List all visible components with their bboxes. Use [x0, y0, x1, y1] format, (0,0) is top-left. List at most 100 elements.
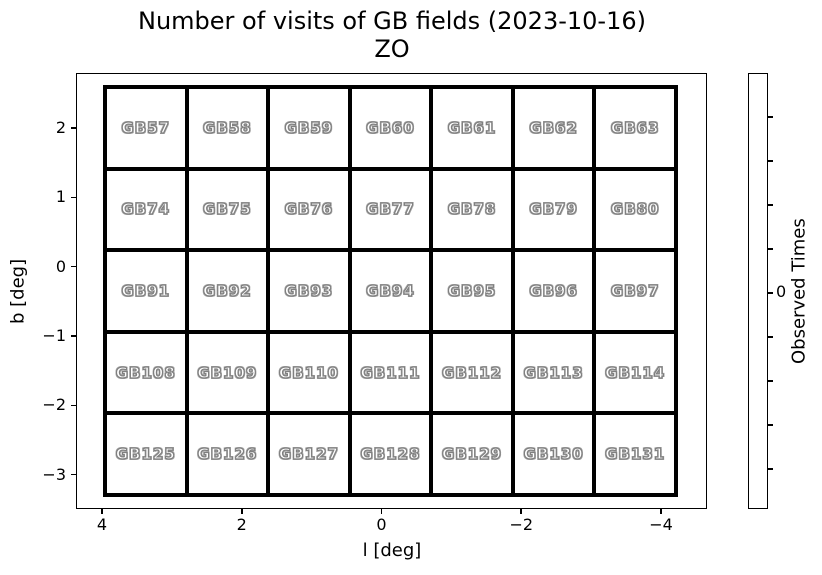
field-cell: GB78: [431, 168, 513, 251]
field-cell: GB112: [431, 331, 513, 414]
y-tick: [71, 196, 76, 199]
field-cell: GB57: [105, 87, 187, 169]
field-label: GB92: [202, 281, 252, 300]
field-cell: GB61: [431, 87, 513, 169]
field-label: GB130: [523, 445, 584, 464]
field-label: GB108: [115, 363, 176, 382]
colorbar-tick: [768, 292, 773, 294]
x-tick-label: 4: [96, 515, 108, 534]
x-tick-label: 2: [236, 515, 247, 534]
field-label: GB127: [278, 445, 339, 464]
colorbar-tick: [768, 248, 773, 250]
x-axis-label: l [deg]: [362, 540, 422, 561]
field-label: GB114: [605, 363, 666, 382]
field-cell: GB77: [349, 168, 432, 251]
field-cell: GB127: [268, 413, 350, 495]
y-tick-label: 0: [55, 256, 66, 276]
field-cell: GB108: [105, 331, 187, 414]
field-label: GB131: [605, 445, 666, 464]
x-tick: [380, 509, 383, 514]
field-cell: GB125: [105, 413, 187, 495]
field-label: GB79: [529, 200, 578, 219]
field-label: GB78: [447, 200, 497, 219]
y-tick-label: −3: [42, 464, 66, 484]
field-cell: GB76: [268, 168, 350, 251]
field-label: GB62: [529, 118, 578, 137]
field-label: GB128: [360, 445, 421, 464]
field-label: GB93: [284, 281, 334, 300]
field-label: GB59: [284, 118, 334, 137]
y-tick-label: 2: [55, 118, 66, 138]
field-cell: GB110: [268, 331, 350, 414]
y-tick-label: −2: [42, 395, 66, 415]
colorbar-tick: [768, 468, 773, 470]
field-label: GB109: [197, 363, 258, 382]
y-tick-label: −1: [42, 326, 66, 346]
field-label: GB113: [523, 363, 584, 382]
field-label: GB76: [284, 200, 334, 219]
x-tick: [240, 509, 243, 514]
field-grid: GB57 GB58 GB59 GB60 GB61 GB62 GB63 GB74 GB75 GB76…: [103, 85, 678, 497]
field-label: GB111: [360, 363, 421, 382]
colorbar-tick: [768, 160, 773, 162]
y-tick: [71, 265, 76, 268]
y-tick: [71, 127, 76, 129]
field-label: GB77: [366, 200, 415, 219]
field-label: GB74: [121, 200, 171, 219]
field-label: GB60: [366, 118, 415, 137]
field-cell: GB59: [268, 87, 350, 169]
field-label: GB63: [610, 118, 660, 137]
colorbar-tick: [768, 424, 773, 426]
field-label: GB94: [366, 281, 415, 300]
colorbar-tick: [768, 380, 773, 382]
field-cell: GB79: [512, 168, 595, 251]
field-label: GB95: [447, 281, 497, 300]
y-axis-label: b [deg]: [7, 258, 29, 324]
field-label: GB112: [441, 363, 503, 382]
field-label: GB58: [202, 118, 252, 137]
field-cell: GB131: [594, 413, 676, 495]
field-label: GB91: [121, 281, 171, 300]
colorbar-tick: [768, 336, 773, 338]
y-tick: [71, 404, 76, 407]
field-label: GB96: [529, 281, 578, 300]
field-cell: GB96: [512, 250, 595, 332]
field-label: GB97: [610, 281, 660, 300]
field-label: GB110: [278, 363, 339, 382]
colorbar-tick: [768, 116, 773, 118]
field-cell: GB113: [512, 331, 595, 414]
field-cell: GB109: [186, 331, 269, 414]
field-cell: GB74: [105, 168, 187, 251]
field-label: GB57: [121, 118, 171, 137]
colorbar: [748, 73, 768, 509]
x-tick: [520, 509, 523, 514]
y-tick: [71, 473, 76, 476]
x-tick: [101, 509, 103, 514]
field-label: GB129: [441, 445, 503, 464]
field-label: GB80: [610, 200, 660, 219]
field-cell: GB128: [349, 413, 432, 495]
chart-subtitle: ZO: [374, 35, 410, 63]
field-cell: GB130: [512, 413, 595, 495]
field-cell: GB63: [594, 87, 676, 169]
field-cell: GB80: [594, 168, 676, 251]
field-cell: GB75: [186, 168, 269, 251]
y-tick: [71, 335, 76, 337]
field-cell: GB91: [105, 250, 187, 332]
x-tick-label: 0: [376, 515, 387, 534]
colorbar-tick-label: 0: [776, 282, 787, 301]
x-tick: [660, 509, 662, 514]
field-cell: GB93: [268, 250, 350, 332]
field-cell: GB126: [186, 413, 269, 495]
field-label: GB125: [115, 445, 176, 464]
field-cell: GB97: [594, 250, 676, 332]
field-label: GB61: [447, 118, 497, 137]
colorbar-label: Observed Times: [788, 218, 810, 364]
field-cell: GB129: [431, 413, 513, 495]
colorbar-tick: [768, 204, 773, 206]
field-cell: GB92: [186, 250, 269, 332]
y-tick-label: 1: [55, 187, 66, 207]
x-tick-label: −4: [649, 515, 673, 534]
field-cell: GB111: [349, 331, 432, 414]
